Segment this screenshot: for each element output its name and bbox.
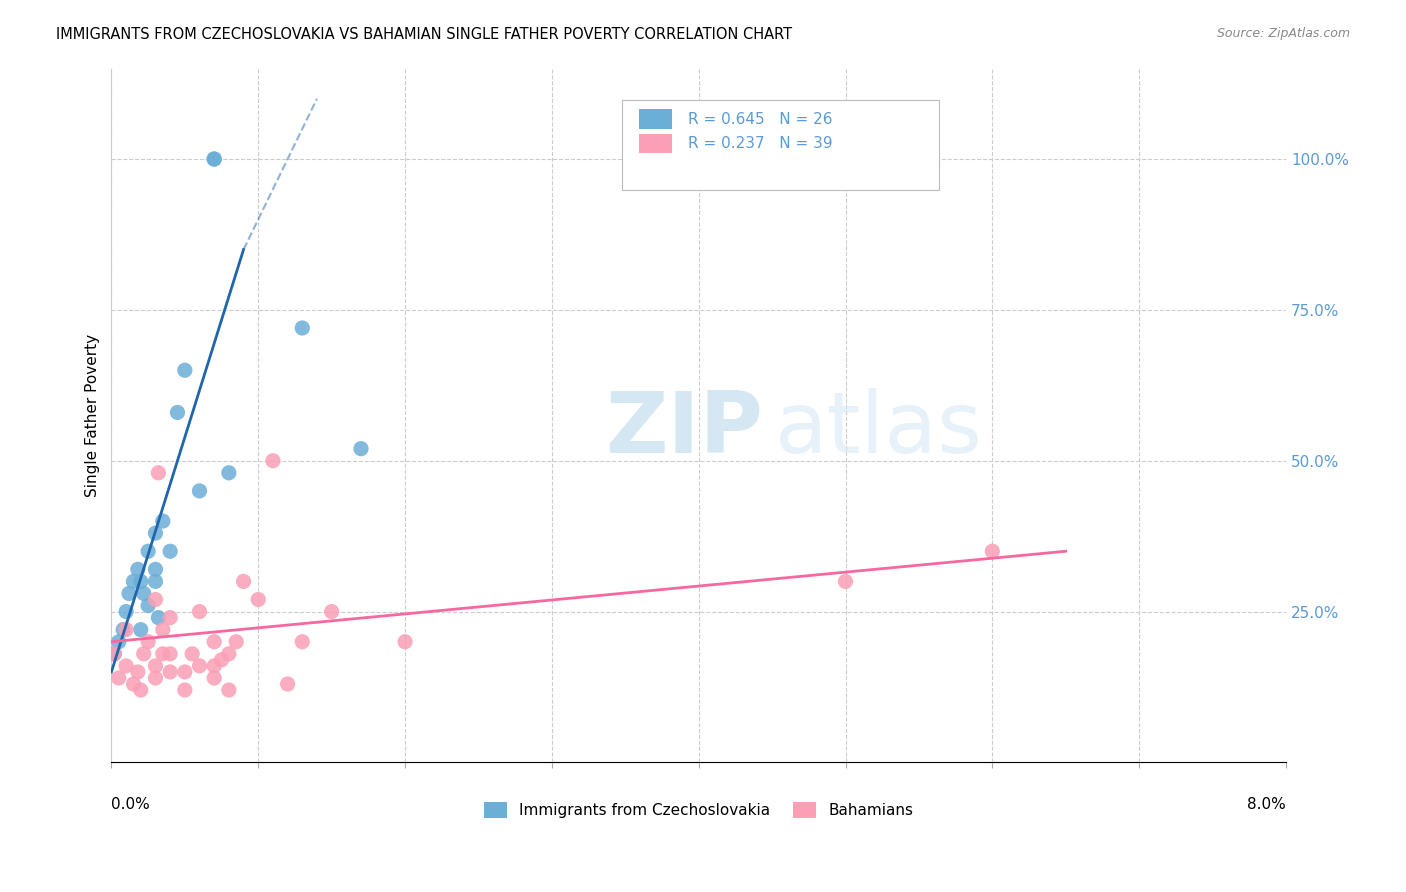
Point	[218, 683, 240, 698]
Point	[173, 665, 195, 679]
Point	[981, 544, 1004, 558]
Point	[152, 647, 174, 661]
Point	[148, 466, 170, 480]
Legend: Immigrants from Czechoslovakia, Bahamians: Immigrants from Czechoslovakia, Bahamian…	[478, 796, 920, 824]
Point	[145, 574, 167, 589]
Text: ZIP: ZIP	[605, 388, 762, 471]
Point	[218, 466, 240, 480]
Point	[350, 442, 373, 456]
Point	[122, 677, 145, 691]
Point	[202, 152, 225, 166]
Point	[148, 610, 170, 624]
Point	[129, 683, 152, 698]
Point	[127, 562, 149, 576]
Point	[159, 665, 181, 679]
Point	[188, 605, 211, 619]
Point	[277, 677, 299, 691]
Text: R = 0.645   N = 26: R = 0.645 N = 26	[688, 112, 832, 127]
Point	[145, 562, 167, 576]
Point	[173, 363, 195, 377]
Point	[145, 592, 167, 607]
Point	[103, 647, 125, 661]
Point	[202, 634, 225, 648]
Point	[159, 610, 181, 624]
Point	[247, 592, 270, 607]
Text: 0.0%: 0.0%	[111, 797, 150, 812]
Point	[115, 605, 138, 619]
Point	[103, 647, 125, 661]
Text: IMMIGRANTS FROM CZECHOSLOVAKIA VS BAHAMIAN SINGLE FATHER POVERTY CORRELATION CHA: IMMIGRANTS FROM CZECHOSLOVAKIA VS BAHAMI…	[56, 27, 793, 42]
Point	[132, 586, 155, 600]
Point	[394, 634, 416, 648]
Text: atlas: atlas	[775, 388, 983, 471]
Point	[225, 634, 247, 648]
Point	[145, 671, 167, 685]
FancyBboxPatch shape	[638, 110, 672, 128]
Point	[136, 599, 159, 613]
Point	[115, 623, 138, 637]
Point	[202, 659, 225, 673]
Text: R = 0.237   N = 39: R = 0.237 N = 39	[688, 136, 832, 151]
FancyBboxPatch shape	[638, 134, 672, 153]
Text: 8.0%: 8.0%	[1247, 797, 1286, 812]
Point	[145, 659, 167, 673]
Point	[152, 623, 174, 637]
Point	[107, 634, 129, 648]
Point	[159, 544, 181, 558]
Y-axis label: Single Father Poverty: Single Father Poverty	[86, 334, 100, 497]
Point	[173, 683, 195, 698]
Point	[107, 671, 129, 685]
Point	[218, 647, 240, 661]
Point	[291, 321, 314, 335]
Point	[129, 623, 152, 637]
Point	[127, 665, 149, 679]
Point	[152, 514, 174, 528]
FancyBboxPatch shape	[623, 100, 939, 190]
Point	[159, 647, 181, 661]
Point	[122, 574, 145, 589]
Point	[145, 526, 167, 541]
Point	[262, 454, 284, 468]
Point	[136, 634, 159, 648]
Point	[202, 152, 225, 166]
Point	[291, 634, 314, 648]
Point	[118, 586, 141, 600]
Point	[115, 659, 138, 673]
Point	[112, 623, 135, 637]
Point	[211, 653, 233, 667]
Point	[181, 647, 204, 661]
Point	[834, 574, 856, 589]
Point	[129, 574, 152, 589]
Point	[136, 544, 159, 558]
Point	[188, 483, 211, 498]
Point	[132, 647, 155, 661]
Point	[166, 405, 188, 419]
Point	[202, 671, 225, 685]
Point	[188, 659, 211, 673]
Point	[321, 605, 343, 619]
Point	[232, 574, 254, 589]
Text: Source: ZipAtlas.com: Source: ZipAtlas.com	[1216, 27, 1350, 40]
